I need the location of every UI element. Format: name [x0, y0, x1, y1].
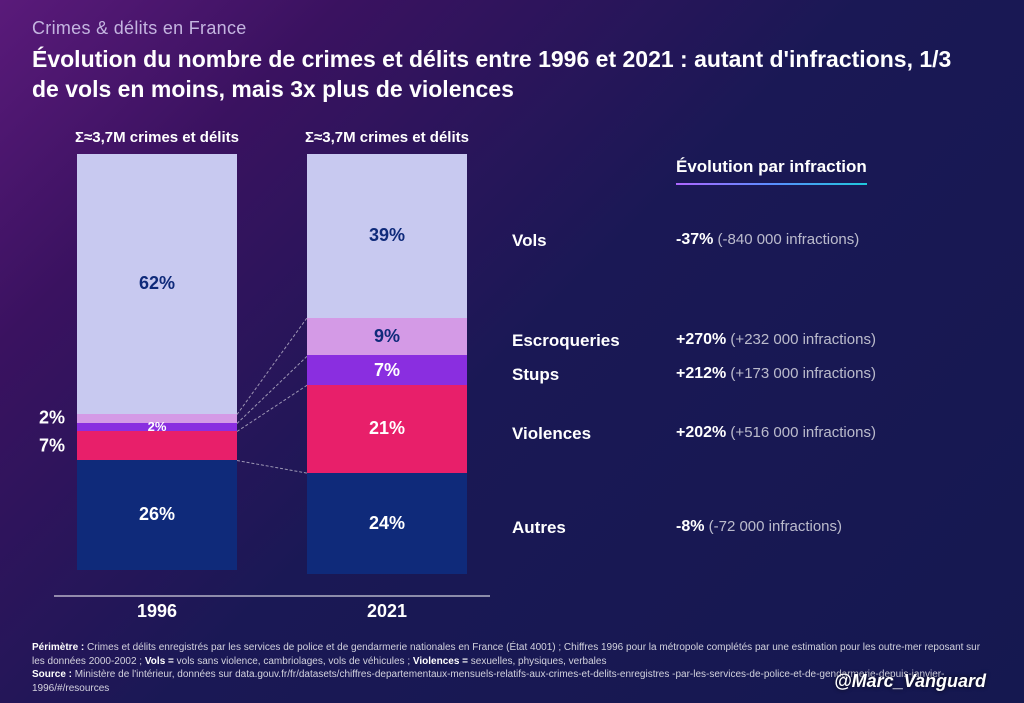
footer-violdef: sexuelles, physiques, verbales — [468, 656, 606, 667]
bar-total-1996: Σ≈3,7M crimes et délits — [75, 129, 239, 146]
seg-label-2021-vols: 39% — [369, 225, 405, 246]
seg-1996-violences: 7% — [77, 431, 237, 460]
seg-label-2021-escroqueries: 9% — [374, 326, 400, 347]
bar-total-2021: Σ≈3,7M crimes et délits — [305, 129, 469, 146]
evolution-detail-vols: (-840 000 infractions) — [713, 231, 859, 248]
evolution-change-stups: +212% — [676, 365, 726, 382]
year-label-2021: 2021 — [307, 601, 467, 622]
bar-col-1996: Σ≈3,7M crimes et délits62%2%2%7%26% — [77, 129, 237, 589]
page-supertitle: Crimes & délits en France — [32, 18, 992, 39]
page-title: Évolution du nombre de crimes et délits … — [32, 45, 952, 105]
chart-area: Σ≈3,7M crimes et délits62%2%2%7%26%Σ≈3,7… — [32, 129, 512, 622]
evolution-title: Évolution par infraction — [676, 157, 867, 185]
right-area: Vols Escroqueries Stups Violences Autres Évo… — [512, 129, 992, 599]
evolution-change-vols: -37% — [676, 231, 713, 248]
seg-2021-vols: 39% — [307, 154, 467, 318]
axis-line — [54, 595, 490, 597]
category-label-violences: Violences — [512, 424, 591, 444]
year-label-1996: 1996 — [77, 601, 237, 622]
bar-2021: 39% 9% 7% 21% 24% — [307, 154, 467, 574]
credit: @Marc_Vanguard — [834, 669, 986, 693]
evolution-item-escroqueries: +270% (+232 000 infractions) — [676, 331, 876, 349]
evolution-detail-stups: (+173 000 infractions) — [726, 365, 876, 382]
bars-row: Σ≈3,7M crimes et délits62%2%2%7%26%Σ≈3,7… — [32, 129, 512, 589]
evolution-item-vols: -37% (-840 000 infractions) — [676, 231, 859, 249]
evolution-item-violences: +202% (+516 000 infractions) — [676, 424, 876, 442]
category-label-escroqueries: Escroqueries — [512, 331, 620, 351]
seg-label-2021-autres: 24% — [369, 513, 405, 534]
evolution-change-violences: +202% — [676, 424, 726, 441]
evolution-item-autres: -8% (-72 000 infractions) — [676, 518, 842, 536]
seg-label-2021-violences: 21% — [369, 418, 405, 439]
connector-4 — [237, 460, 307, 474]
seg-2021-escroqueries: 9% — [307, 318, 467, 356]
footer-volsdef: vols sans violence, cambriolages, vols d… — [174, 656, 413, 667]
seg-label-1996-violences: 7% — [39, 435, 65, 456]
bar-col-2021: Σ≈3,7M crimes et délits 39% 9% 7% 21% 24% — [307, 129, 467, 589]
category-label-vols: Vols — [512, 231, 547, 251]
evolution-change-escroqueries: +270% — [676, 331, 726, 348]
connector-2 — [237, 356, 308, 424]
category-label-stups: Stups — [512, 365, 559, 385]
seg-label-1996-vols: 62% — [139, 273, 175, 294]
footer: Périmètre : Crimes et délits enregistrés… — [32, 641, 992, 695]
content-row: Σ≈3,7M crimes et délits62%2%2%7%26%Σ≈3,7… — [32, 129, 992, 622]
footer-volsdef-label: Vols = — [145, 656, 174, 667]
footer-violdef-label: Violences = — [413, 656, 468, 667]
seg-2021-violences: 21% — [307, 385, 467, 473]
evolution-column: Évolution par infraction -37% (-840 000 … — [676, 159, 992, 599]
bar-1996: 62%2%2%7%26% — [77, 154, 237, 574]
seg-2021-stups: 7% — [307, 355, 467, 384]
seg-label-1996-autres: 26% — [139, 504, 175, 525]
evolution-change-autres: -8% — [676, 518, 704, 535]
evolution-detail-violences: (+516 000 infractions) — [726, 424, 876, 441]
connector-3 — [237, 385, 308, 432]
evolution-detail-autres: (-72 000 infractions) — [704, 518, 842, 535]
page: Crimes & délits en France Évolution du n… — [0, 0, 1024, 703]
category-list: Vols Escroqueries Stups Violences Autres — [512, 159, 642, 599]
seg-label-1996-escroqueries: 2% — [39, 408, 65, 429]
seg-1996-vols: 62% — [77, 154, 237, 414]
years-row: 1996 2021 — [32, 601, 512, 622]
seg-label-2021-stups: 7% — [374, 360, 400, 381]
footer-perimetre-label: Périmètre : — [32, 642, 84, 653]
evolution-detail-escroqueries: (+232 000 infractions) — [726, 331, 876, 348]
connector-1 — [237, 318, 308, 415]
footer-source-label: Source : — [32, 669, 72, 680]
category-label-autres: Autres — [512, 518, 566, 538]
footer-source: Ministère de l'intérieur, données sur da… — [32, 669, 944, 694]
seg-1996-autres: 26% — [77, 460, 237, 569]
evolution-item-stups: +212% (+173 000 infractions) — [676, 365, 876, 383]
seg-2021-autres: 24% — [307, 473, 467, 574]
seg-1996-stups: 2% — [77, 423, 237, 431]
